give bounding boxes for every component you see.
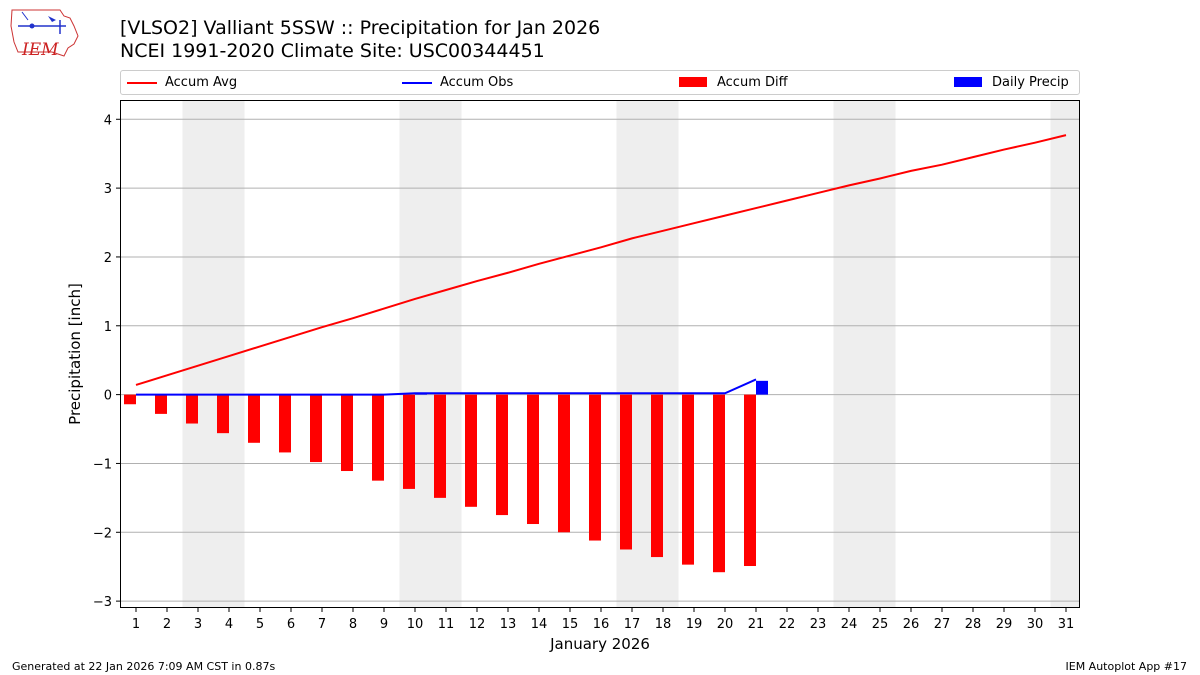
- logo-text: IEM: [22, 40, 59, 60]
- x-tick-label: 24: [841, 617, 858, 632]
- weekend-shade-day-18: [647, 100, 679, 608]
- accum-diff-bar: [155, 394, 167, 414]
- x-tick-label: 27: [934, 617, 951, 632]
- y-tick-label: −2: [93, 526, 112, 541]
- footer-generated: Generated at 22 Jan 2026 7:09 AM CST in …: [12, 660, 276, 673]
- x-axis-label: January 2026: [549, 635, 650, 653]
- plot-frame: [120, 100, 1080, 608]
- iowa-state-outline-icon: [10, 9, 79, 57]
- x-tick-label: 21: [748, 617, 765, 632]
- legend-label-accum-diff: Accum Diff: [717, 75, 788, 90]
- y-tick-label: 4: [104, 113, 112, 128]
- x-tick-label: 17: [624, 617, 641, 632]
- accum-obs-line: [136, 378, 757, 396]
- x-tick-label: 7: [318, 617, 326, 632]
- accum-diff-bar: [310, 394, 322, 463]
- x-tick-label: 19: [686, 617, 703, 632]
- weekend-shade-day-17: [616, 100, 648, 608]
- y-tick-label: 3: [104, 182, 112, 197]
- legend-swatch-accum-diff: [679, 77, 707, 87]
- x-tick-label: 9: [380, 617, 388, 632]
- accum-diff-bar: [124, 394, 136, 405]
- accum-diff-bar: [527, 394, 539, 525]
- weekend-shade-day-24: [833, 100, 865, 608]
- x-tick-label: 13: [500, 617, 517, 632]
- x-tick-label: 31: [1058, 617, 1075, 632]
- accum-diff-bar: [620, 394, 632, 550]
- weekend-shade-day-3: [182, 100, 214, 608]
- y-tick-label: −1: [93, 457, 112, 472]
- legend-swatch-accum-avg: [127, 82, 157, 84]
- accum-diff-bar: [403, 394, 415, 489]
- chart-subtitle: NCEI 1991-2020 Climate Site: USC00344451: [120, 40, 545, 62]
- x-tick-label: 3: [194, 617, 202, 632]
- x-tick-label: 10: [407, 617, 424, 632]
- x-tick-label: 28: [965, 617, 982, 632]
- x-tick-label: 4: [225, 617, 233, 632]
- accum-diff-bar: [372, 394, 384, 481]
- x-tick-label: 30: [1027, 617, 1044, 632]
- accum-diff-bar: [248, 394, 260, 443]
- x-tick-label: 6: [287, 617, 295, 632]
- y-axis-label: Precipitation [inch]: [66, 283, 84, 425]
- legend-swatch-daily-precip: [954, 77, 982, 87]
- footer-app-id: IEM Autoplot App #17: [1065, 660, 1188, 673]
- accum-diff-bar: [217, 394, 229, 434]
- weekend-shade-day-25: [864, 100, 896, 608]
- x-tick-label: 18: [655, 617, 672, 632]
- accum-avg-line: [135, 134, 1067, 386]
- daily-precip-bar: [756, 380, 768, 395]
- legend-label-accum-avg: Accum Avg: [165, 75, 238, 90]
- x-tick-label: 14: [531, 617, 548, 632]
- accum-diff-bar: [465, 394, 477, 507]
- x-tick-label: 23: [810, 617, 827, 632]
- y-tick-label: −3: [93, 595, 112, 610]
- weekend-shade-day-4: [213, 100, 245, 608]
- x-tick-label: 16: [593, 617, 610, 632]
- x-tick-label: 15: [562, 617, 579, 632]
- weekend-shade-day-31: [1050, 100, 1080, 608]
- x-tick-label: 11: [438, 617, 455, 632]
- y-tick-label: 2: [104, 251, 112, 266]
- accum-diff-bar: [496, 394, 508, 516]
- daily-precip-bar: [415, 393, 427, 395]
- accum-diff-bar: [682, 394, 694, 565]
- accum-diff-bar: [186, 394, 198, 424]
- x-tick-label: 25: [872, 617, 889, 632]
- x-tick-label: 20: [717, 617, 734, 632]
- x-tick-label: 5: [256, 617, 264, 632]
- x-tick-label: 29: [996, 617, 1013, 632]
- accum-diff-bar: [558, 394, 570, 533]
- weekend-shade-day-10: [399, 100, 431, 608]
- legend-label-daily-precip: Daily Precip: [992, 75, 1069, 90]
- accum-diff-bar: [713, 394, 725, 573]
- iem-logo: IEM: [8, 6, 80, 60]
- x-tick-label: 26: [903, 617, 920, 632]
- accum-diff-bar: [434, 394, 446, 498]
- accum-diff-bar: [279, 394, 291, 453]
- x-tick-label: 8: [349, 617, 357, 632]
- x-tick-label: 12: [469, 617, 486, 632]
- chart-legend: Accum Avg Accum Obs Accum Diff Daily Pre…: [120, 70, 1080, 95]
- accum-diff-bar: [589, 394, 601, 541]
- x-tick-label: 1: [132, 617, 140, 632]
- legend-swatch-accum-obs: [402, 82, 432, 84]
- x-tick-label: 2: [163, 617, 171, 632]
- y-tick-label: 0: [104, 389, 112, 404]
- y-tick-label: 1: [104, 320, 112, 335]
- weekend-shade-day-11: [430, 100, 462, 608]
- accum-diff-bar: [651, 394, 663, 558]
- x-tick-label: 22: [779, 617, 796, 632]
- chart-title: [VLSO2] Valliant 5SSW :: Precipitation f…: [120, 17, 601, 39]
- legend-label-accum-obs: Accum Obs: [440, 75, 514, 90]
- accum-diff-bar: [744, 394, 756, 567]
- accum-diff-bar: [341, 394, 353, 472]
